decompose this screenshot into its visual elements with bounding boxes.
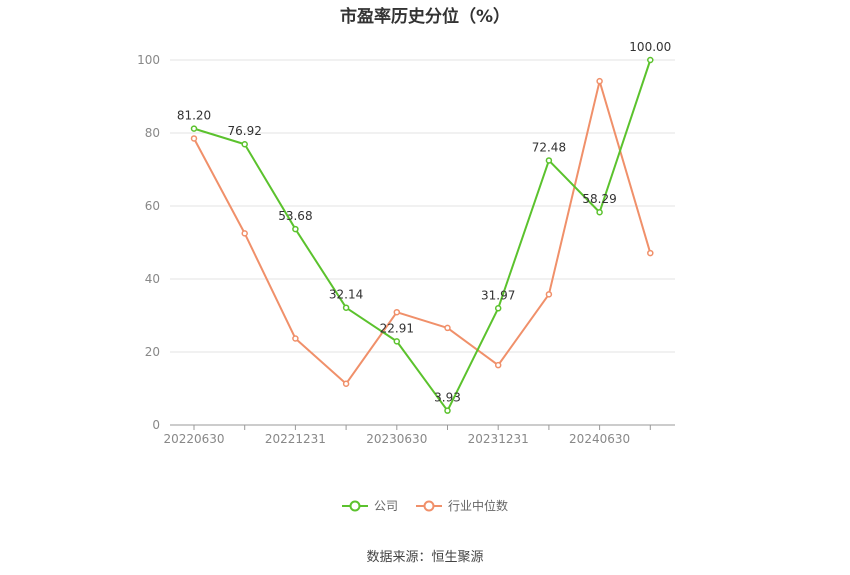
data-label: 3.93 [434,391,461,405]
line-chart: 0 20 40 60 80 100 20220630 20221231 20230630 2023… [137,40,675,446]
series-line-1 [193,80,652,385]
y-tick-label: 20 [145,345,160,359]
legend-line-marker-icon [416,500,442,511]
data-point [596,77,603,85]
y-tick-label: 0 [152,418,160,432]
data-point [393,308,401,316]
data-point [292,225,299,233]
legend-label-industry-median: 行业中位数 [448,499,509,513]
axes: 0 20 40 60 80 100 20220630 20221231 20230630 2023… [137,53,675,446]
y-tick-label: 100 [137,53,160,67]
data-label: 81.20 [177,109,211,123]
legend-label-company: 公司 [373,499,398,513]
data-point [190,125,198,132]
data-point [444,407,451,414]
x-tick-label: 20231231 [468,432,529,446]
data-point [241,230,248,237]
data-label: 58.29 [582,192,616,206]
data-point [545,157,553,164]
data-point [545,291,553,298]
data-point [647,249,654,257]
x-tick-label: 20220630 [163,432,224,446]
data-point [444,324,451,332]
grid-lines [170,59,675,353]
data-point [494,361,502,369]
y-tick-label: 60 [145,199,160,213]
data-label: 32.14 [329,288,363,302]
legend: 公司 行业中位数 [0,497,850,514]
data-point [190,135,198,142]
data-labels: 81.20 76.92 53.68 32.14 22.91 3.93 31.97 72.48 5… [177,40,671,405]
data-label: 100.00 [629,40,671,54]
data-label: 31.97 [481,288,515,302]
data-label: 53.68 [278,209,312,223]
x-tick-label: 20240630 [569,432,630,446]
x-tick-label: 20230630 [366,432,427,446]
data-point [241,140,248,148]
y-tick-label: 40 [145,272,160,286]
data-point [596,208,603,216]
data-label: 72.48 [532,140,566,154]
legend-item-industry-median[interactable]: 行业中位数 [416,497,508,514]
data-point [647,56,654,64]
data-point [342,304,350,311]
data-source: 数据来源：恒生聚源 [366,550,484,565]
data-point [494,305,502,312]
x-tick-label: 20221231 [265,432,326,446]
series-group [190,56,654,414]
data-label: 22.91 [380,321,414,335]
chart-title: 市盈率历史分位（%） [339,7,511,27]
legend-line-marker-icon [341,500,368,511]
series-line-0 [193,59,652,412]
y-tick-label: 80 [145,126,160,140]
data-label: 76.92 [228,124,262,138]
legend-item-company[interactable]: 公司 [341,497,398,514]
data-point [393,338,401,345]
data-point [342,380,350,388]
data-point [292,335,299,342]
